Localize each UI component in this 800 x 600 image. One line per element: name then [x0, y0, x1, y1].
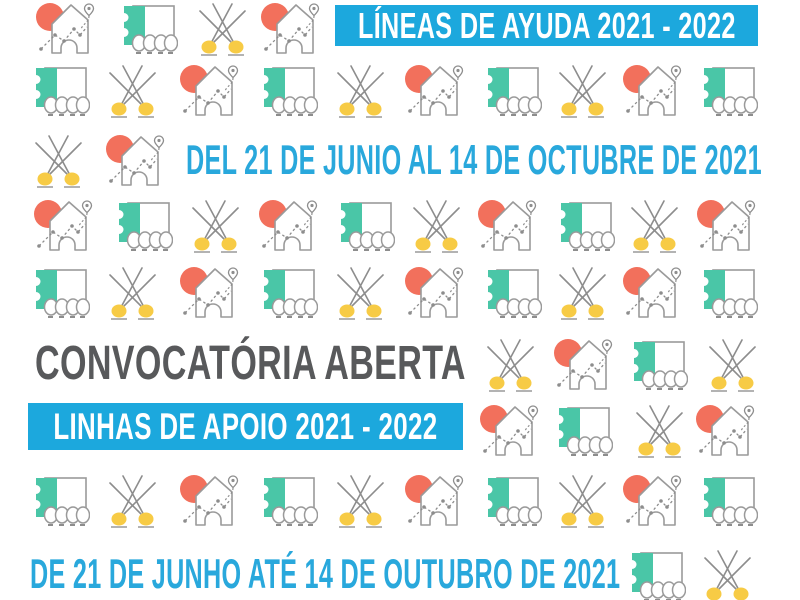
audience-ticket-icon — [547, 402, 613, 460]
dates-text-es: DEL 21 DE JUNIO AL 14 DE OCTUBRE DE 2021 — [186, 136, 800, 183]
crossed-mallets-icon — [328, 472, 394, 530]
audience-ticket-icon — [476, 264, 542, 322]
house-location-icon — [177, 472, 243, 530]
support-lines-banner-pt: LINHAS DE APOIO 2021 - 2022 — [28, 403, 463, 450]
audience-ticket-icon — [112, 0, 178, 58]
helplines-banner-es: LÍNEAS DE AYUDA 2021 - 2022 — [335, 5, 758, 46]
audience-ticket-icon — [329, 197, 395, 255]
open-call-heading: CONVOCATÓRIA ABERTA — [35, 336, 642, 390]
crossed-mallets-icon — [627, 402, 693, 460]
house-location-icon — [620, 62, 686, 120]
audience-ticket-icon — [692, 62, 758, 120]
helplines-banner-es-label: LÍNEAS DE AYUDA 2021 - 2022 — [357, 4, 736, 46]
house-location-icon — [475, 197, 541, 255]
house-location-icon — [551, 336, 617, 394]
audience-ticket-icon — [549, 197, 615, 255]
house-location-icon — [694, 197, 760, 255]
open-call-heading-label: CONVOCATÓRIA ABERTA — [35, 336, 466, 390]
house-location-icon — [177, 264, 243, 322]
audience-ticket-icon — [252, 62, 318, 120]
house-location-icon — [477, 402, 543, 460]
house-location-icon — [258, 0, 324, 58]
crossed-mallets-icon — [550, 264, 616, 322]
house-location-icon — [256, 197, 322, 255]
house-location-icon — [620, 264, 686, 322]
house-location-icon — [177, 62, 243, 120]
audience-ticket-icon — [252, 472, 318, 530]
crossed-mallets-icon — [328, 62, 394, 120]
crossed-mallets-icon — [700, 336, 766, 394]
audience-ticket-icon — [252, 264, 318, 322]
crossed-mallets-icon — [328, 264, 394, 322]
crossed-mallets-icon — [100, 472, 166, 530]
audience-ticket-icon — [476, 472, 542, 530]
audience-ticket-icon — [476, 62, 542, 120]
crossed-mallets-icon — [26, 132, 92, 190]
audience-ticket-icon — [24, 264, 90, 322]
house-location-icon — [402, 264, 468, 322]
audience-ticket-icon — [692, 472, 758, 530]
crossed-mallets-icon — [695, 547, 761, 600]
dates-text-pt-label: DE 21 DE JUNHO ATÉ 14 DE OUTUBRO DE 2021 — [30, 550, 621, 597]
house-location-icon — [103, 132, 169, 190]
crossed-mallets-icon — [183, 197, 249, 255]
crossed-mallets-icon — [550, 62, 616, 120]
audience-ticket-icon — [24, 472, 90, 530]
audience-ticket-icon — [24, 62, 90, 120]
house-location-icon — [402, 472, 468, 530]
audience-ticket-icon — [692, 264, 758, 322]
audience-ticket-icon — [107, 197, 173, 255]
support-lines-banner-pt-label: LINHAS DE APOIO 2021 - 2022 — [53, 405, 438, 447]
crossed-mallets-icon — [100, 62, 166, 120]
crossed-mallets-icon — [550, 472, 616, 530]
audience-ticket-icon — [620, 547, 686, 600]
audience-ticket-icon — [622, 336, 688, 394]
house-location-icon — [31, 197, 97, 255]
crossed-mallets-icon — [100, 264, 166, 322]
dates-text-pt: DE 21 DE JUNHO ATÉ 14 DE OUTUBRO DE 2021 — [30, 550, 800, 597]
house-location-icon — [33, 0, 99, 58]
crossed-mallets-icon — [478, 336, 544, 394]
crossed-mallets-icon — [190, 0, 256, 58]
crossed-mallets-icon — [404, 197, 470, 255]
dates-text-es-label: DEL 21 DE JUNIO AL 14 DE OCTUBRE DE 2021 — [186, 136, 762, 183]
house-location-icon — [402, 62, 468, 120]
house-location-icon — [620, 472, 686, 530]
house-location-icon — [693, 402, 759, 460]
crossed-mallets-icon — [622, 197, 688, 255]
